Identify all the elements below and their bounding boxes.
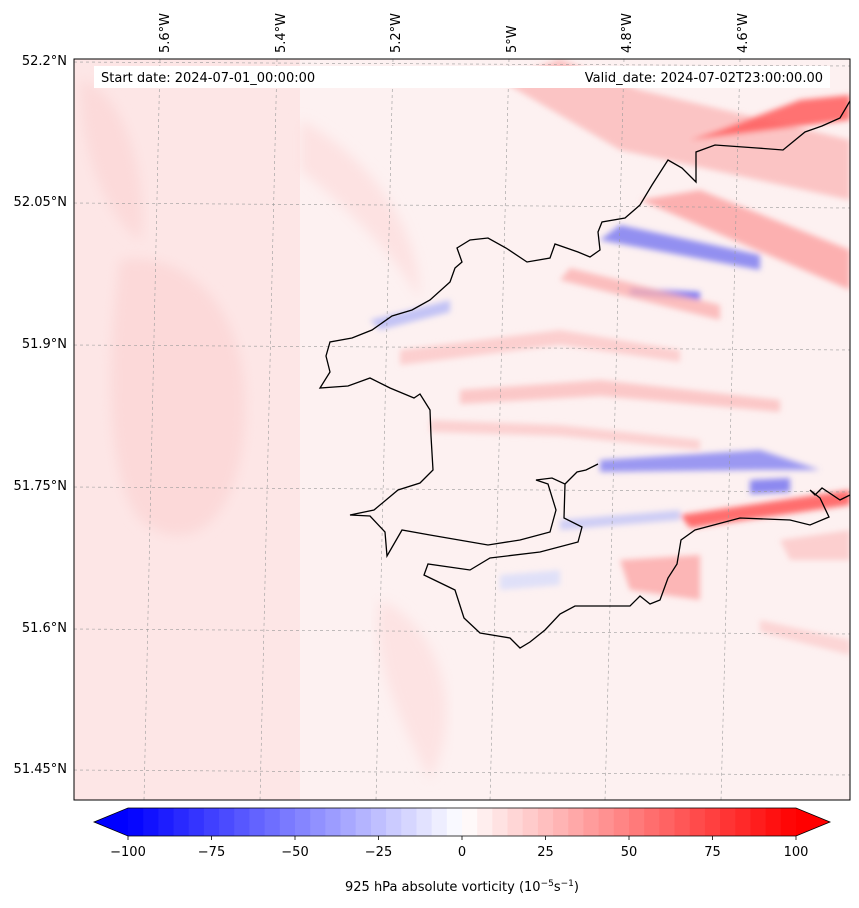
colorbar-segments	[128, 808, 797, 836]
colorbar-segment	[492, 808, 509, 836]
colorbar-segment	[613, 808, 630, 836]
colorbar-segment	[780, 808, 797, 836]
colorbar-segment	[310, 808, 326, 836]
colorbar-tick-label: 75	[704, 845, 721, 860]
start-date-label: Start date: 2024-07-01_00:00:00	[101, 71, 315, 86]
colorbar-segment	[583, 808, 600, 836]
lon-label: 5°W	[505, 25, 520, 53]
lon-label: 4.8°W	[620, 13, 635, 53]
colorbar-segment	[446, 808, 463, 836]
colorbar-segment	[340, 808, 357, 836]
vorticity-field	[74, 59, 850, 800]
colorbar-segment	[644, 808, 660, 836]
colorbar-segment	[568, 808, 584, 836]
colorbar-segment	[173, 808, 190, 836]
colorbar-segment	[507, 808, 524, 836]
colorbar-tick-label: −25	[365, 845, 392, 860]
colorbar-segment	[598, 808, 615, 836]
colorbar-segment	[522, 808, 539, 836]
colorbar-segment	[234, 808, 250, 836]
colorbar-segment	[704, 808, 721, 836]
colorbar-segment	[264, 808, 281, 836]
lat-label: 51.9°N	[22, 337, 67, 352]
colorbar-segment	[462, 808, 478, 836]
latitude-labels: 52.2°N 52.05°N 51.9°N 51.75°N 51.6°N 51.…	[14, 54, 67, 777]
colorbar-segment	[765, 808, 782, 836]
colorbar-tick-label: 25	[537, 845, 554, 860]
plot-frame	[73, 58, 851, 801]
colorbar-segment	[689, 808, 706, 836]
colorbar-segment	[386, 808, 402, 836]
lat-label: 52.05°N	[14, 195, 67, 210]
lat-label: 52.2°N	[22, 54, 67, 69]
colorbar-segment	[158, 808, 175, 836]
coastline-inner	[564, 463, 599, 485]
colorbar-tick-label: 50	[621, 845, 638, 860]
colorbar-segment	[128, 808, 144, 836]
colorbar-segment	[674, 808, 691, 836]
colorbar-segment	[416, 808, 433, 836]
colorbar-segment	[629, 808, 645, 836]
valid-date-label: Valid_date: 2024-07-02T23:00:00.00	[585, 71, 823, 86]
colorbar-segment	[188, 808, 205, 836]
colorbar-tick-label: −75	[198, 845, 225, 860]
colorbar-tick-label: −100	[110, 845, 146, 860]
colorbar-segment	[537, 808, 554, 836]
lat-label: 51.45°N	[14, 762, 67, 777]
longitude-labels: 5.6°W 5.4°W 5.2°W 5°W 4.8°W 4.6°W	[158, 13, 751, 53]
colorbar-min-extend-arrow	[94, 808, 128, 836]
colorbar-segment	[219, 808, 235, 836]
colorbar-segment	[370, 808, 387, 836]
colorbar-tick-label: 100	[784, 845, 809, 860]
colorbar-segment	[735, 808, 751, 836]
colorbar-segment	[401, 808, 417, 836]
colorbar-segment	[750, 808, 767, 836]
lon-label: 5.6°W	[158, 13, 173, 53]
colorbar-segment	[325, 808, 342, 836]
colorbar-label: 925 hPa absolute vorticity (10−5s−1)	[345, 879, 579, 895]
colorbar-segment	[249, 808, 266, 836]
colorbar-segment	[203, 808, 220, 836]
colorbar-tick-label: 0	[458, 845, 466, 860]
colorbar-segment	[431, 808, 448, 836]
lon-label: 5.4°W	[274, 13, 289, 53]
colorbar-segment	[355, 808, 372, 836]
colorbar-tick-label: −50	[281, 845, 308, 860]
header-box	[94, 66, 830, 88]
colorbar-ticks: −100 −75 −50 −25 0 25 50 75 100	[110, 836, 808, 860]
colorbar-segment	[553, 808, 569, 836]
lat-label: 51.75°N	[14, 479, 67, 494]
colorbar-segment	[279, 808, 296, 836]
colorbar-segment	[720, 808, 736, 836]
colorbar: −100 −75 −50 −25 0 25 50 75 100 925 hPa absolute…	[92, 807, 832, 895]
coastline	[318, 100, 850, 649]
colorbar-segment	[659, 808, 676, 836]
lon-label: 5.2°W	[389, 13, 404, 53]
colorbar-max-extend-arrow	[796, 808, 830, 836]
colorbar-segment	[477, 808, 493, 836]
colorbar-segment	[143, 808, 159, 836]
colorbar-segment	[295, 808, 311, 836]
lat-label: 51.6°N	[22, 621, 67, 636]
lon-label: 4.6°W	[736, 13, 751, 53]
